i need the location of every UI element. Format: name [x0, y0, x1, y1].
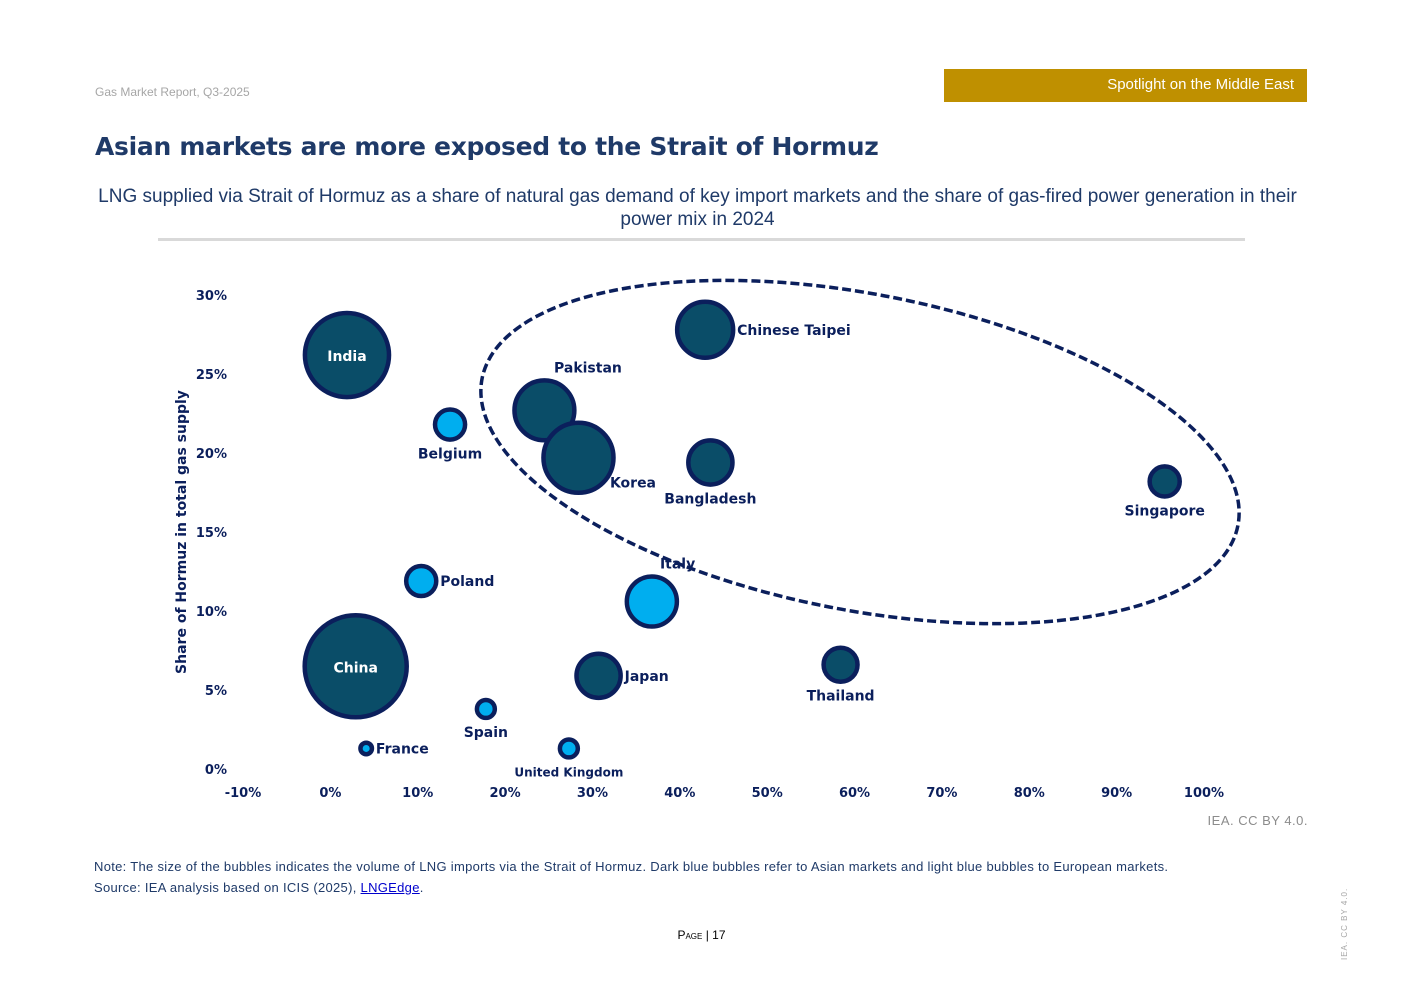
bubble-label: Belgium	[418, 447, 482, 463]
y-tick-label: 20%	[196, 447, 227, 462]
side-credit: IEA. CC BY 4.0.	[1340, 887, 1349, 960]
x-tick-label: 80%	[1014, 786, 1045, 801]
bubble-thailand	[821, 645, 860, 684]
bubble-label: Thailand	[807, 689, 875, 705]
page-num: | 17	[705, 928, 726, 942]
page-title: Asian markets are more exposed to the St…	[95, 132, 879, 161]
bubble-chinese-taipei	[674, 299, 736, 361]
bubble-belgium	[432, 407, 468, 442]
bubble-japan	[574, 651, 623, 701]
bubble-poland	[403, 563, 439, 599]
report-name: Gas Market Report, Q3-2025	[95, 85, 250, 99]
y-tick-label: 25%	[196, 368, 227, 383]
x-tick-label: -10%	[225, 786, 262, 801]
bubble-spain	[474, 697, 498, 721]
page-label: Page	[677, 928, 703, 942]
chart-credit: IEA. CC BY 4.0.	[1207, 813, 1308, 828]
y-tick-label: 30%	[196, 289, 227, 304]
bubble-pakistan	[512, 378, 577, 443]
divider	[158, 238, 1245, 241]
x-tick-label: 20%	[490, 786, 521, 801]
bubble-label: Bangladesh	[664, 492, 756, 508]
chart-note: Note: The size of the bubbles indicates …	[94, 856, 1168, 898]
section-banner: Spotlight on the Middle East	[944, 69, 1307, 102]
bubble-korea	[541, 420, 616, 496]
bubble-label: Pakistan	[554, 360, 622, 376]
x-tick-label: 40%	[664, 786, 695, 801]
bubble-label: Poland	[440, 574, 494, 590]
chart-subtitle: LNG supplied via Strait of Hormuz as a s…	[98, 186, 1297, 230]
bubble-label: Chinese Taipei	[737, 323, 851, 339]
bubble-label: India	[327, 349, 366, 365]
bubble-bangladesh	[686, 438, 735, 487]
x-tick-label: 60%	[839, 786, 870, 801]
y-tick-label: 10%	[196, 605, 227, 620]
x-tick-label: 50%	[752, 786, 783, 801]
source-suffix: .	[419, 880, 424, 895]
y-tick-label: 0%	[205, 763, 227, 778]
bubble-label: United Kingdom	[514, 765, 623, 779]
lngedge-link[interactable]: LNGEdge	[360, 880, 420, 895]
y-tick-label: 15%	[196, 526, 227, 541]
highlight-ellipse	[479, 278, 1241, 626]
x-tick-label: 30%	[577, 786, 608, 801]
bubble-label: Spain	[464, 725, 508, 741]
x-tick-label: 10%	[402, 786, 433, 801]
source-prefix: Source: IEA analysis based on ICIS (2025…	[94, 880, 361, 895]
bubble-label: China	[333, 660, 377, 676]
x-tick-label: 100%	[1184, 786, 1224, 801]
bubble-label: Japan	[624, 669, 669, 685]
bubble-china	[302, 613, 409, 720]
x-tick-label: 0%	[319, 786, 341, 801]
bubble-label: Korea	[610, 475, 656, 491]
bubble-india	[302, 310, 392, 400]
bubble-italy	[624, 574, 680, 629]
bubble-singapore	[1147, 464, 1182, 499]
y-tick-label: 5%	[205, 684, 227, 699]
source-line: Source: IEA analysis based on ICIS (2025…	[94, 877, 1168, 898]
bubble-label: France	[376, 741, 429, 757]
note-text: Note: The size of the bubbles indicates …	[94, 859, 1169, 874]
page-number: Page | 17	[0, 928, 1403, 942]
x-tick-label: 90%	[1101, 786, 1132, 801]
bubble-label: Italy	[660, 557, 695, 573]
x-tick-label: 70%	[926, 786, 957, 801]
bubble-france	[358, 740, 375, 757]
y-axis-title: Share of Hormuz in total gas supply	[174, 390, 190, 674]
bubble-label: Singapore	[1125, 503, 1205, 519]
bubble-united-kingdom	[557, 737, 581, 760]
